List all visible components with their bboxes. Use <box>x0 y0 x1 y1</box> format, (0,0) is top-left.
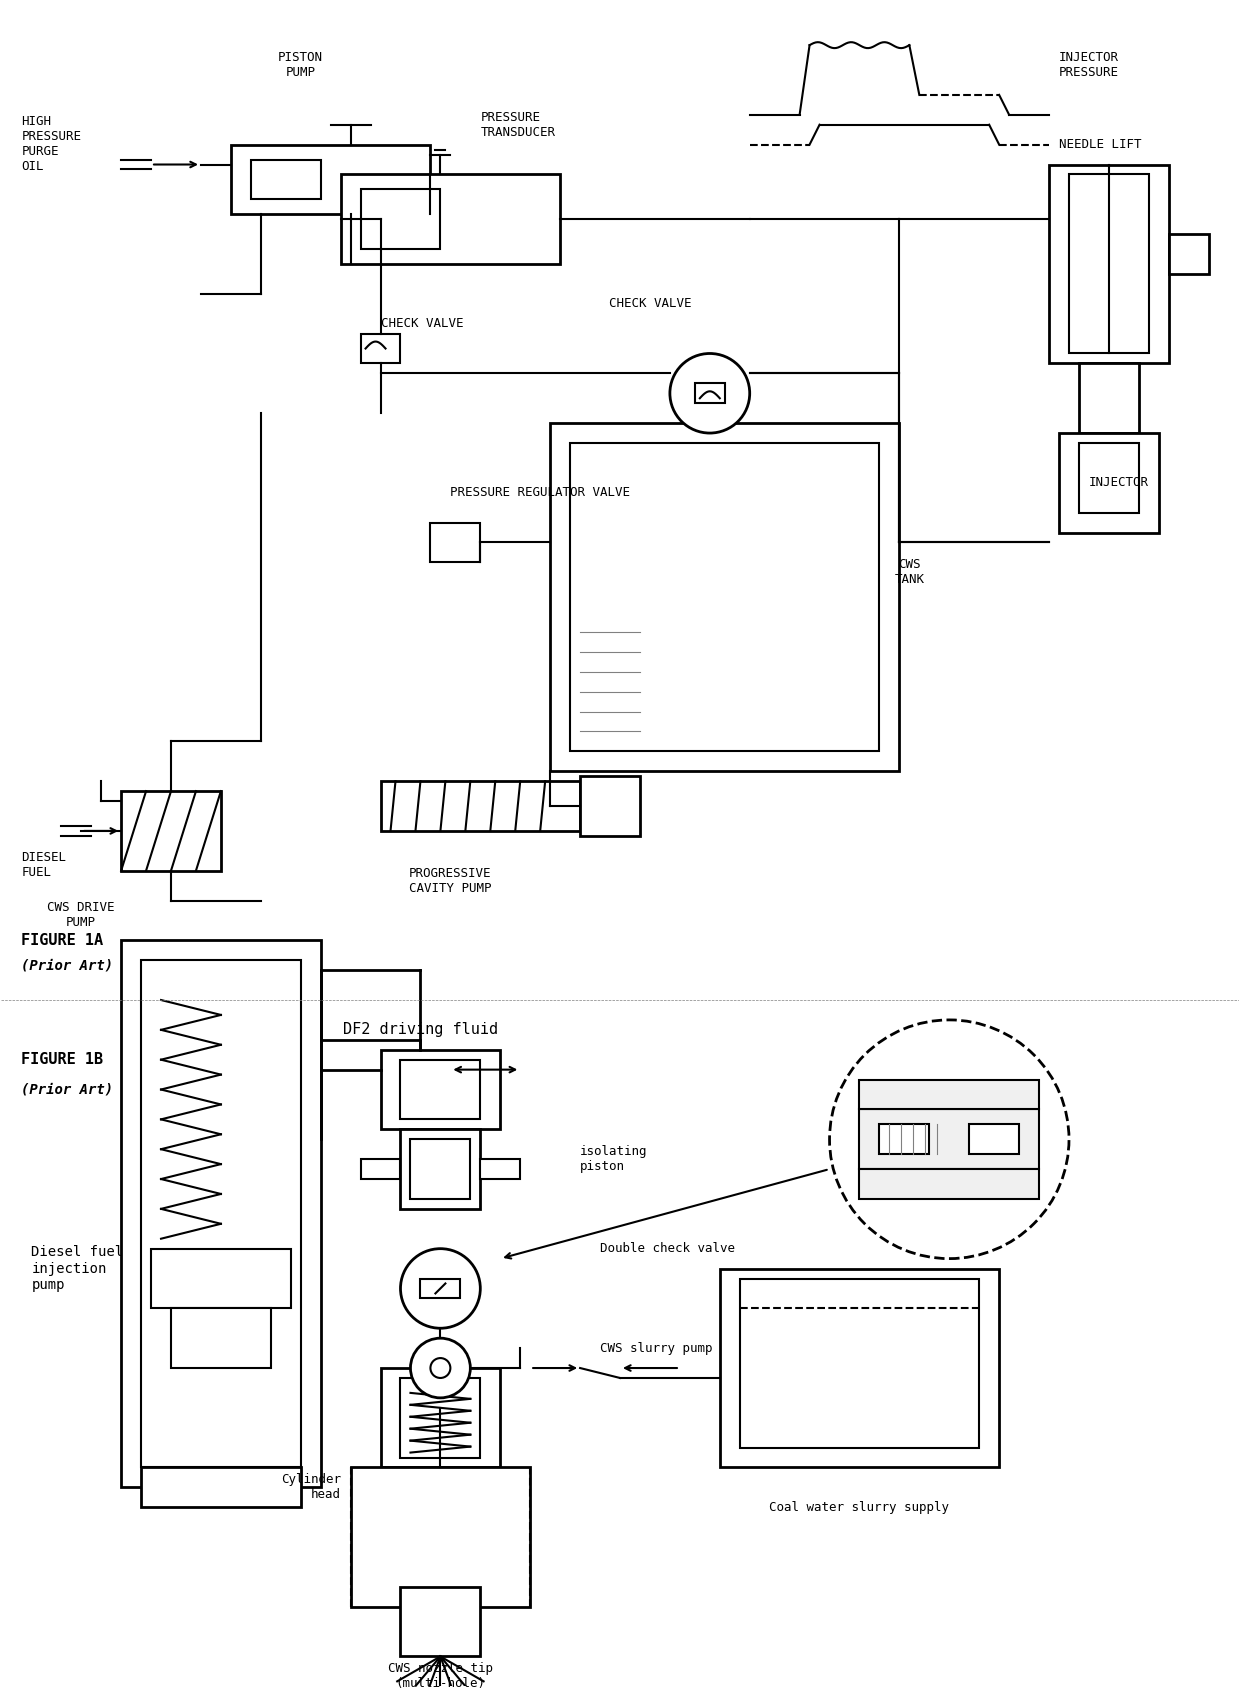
Text: Diesel fuel
injection
pump: Diesel fuel injection pump <box>31 1245 124 1293</box>
Bar <box>570 444 879 752</box>
Bar <box>970 1125 1019 1154</box>
Bar <box>141 1467 301 1508</box>
Bar <box>694 383 724 403</box>
Text: CWS slurry pump: CWS slurry pump <box>600 1342 713 1355</box>
Circle shape <box>670 354 750 434</box>
Text: PRESSURE REGULATOR VALVE: PRESSURE REGULATOR VALVE <box>450 486 630 500</box>
Bar <box>401 1587 480 1657</box>
Text: DF2 driving fluid: DF2 driving fluid <box>343 1023 498 1037</box>
Text: Cylinder
head: Cylinder head <box>280 1474 341 1501</box>
Bar <box>1079 444 1138 513</box>
Text: CHECK VALVE: CHECK VALVE <box>381 317 463 330</box>
Bar <box>430 522 480 562</box>
Bar <box>420 1279 460 1298</box>
Bar <box>401 1377 480 1457</box>
Text: HIGH
PRESSURE
PURGE
OIL: HIGH PRESSURE PURGE OIL <box>21 115 82 173</box>
Bar <box>580 776 640 835</box>
Bar <box>859 1110 1039 1169</box>
Text: isolating
piston: isolating piston <box>580 1145 647 1174</box>
Bar <box>361 1159 401 1179</box>
Bar <box>740 1279 980 1448</box>
Bar <box>361 334 401 364</box>
Bar <box>1049 164 1169 364</box>
Bar <box>551 424 899 771</box>
Text: CWS DRIVE
PUMP: CWS DRIVE PUMP <box>47 901 115 930</box>
Text: CWS nozzle tip
(multi-hole): CWS nozzle tip (multi-hole) <box>388 1662 494 1691</box>
Text: INJECTOR: INJECTOR <box>1089 476 1149 490</box>
Bar <box>401 1060 480 1120</box>
Bar <box>1069 174 1148 354</box>
Text: PISTON
PUMP: PISTON PUMP <box>278 51 324 80</box>
Bar <box>859 1169 1039 1199</box>
Bar <box>151 1248 290 1308</box>
Bar <box>381 1050 500 1130</box>
Text: Coal water slurry supply: Coal water slurry supply <box>770 1501 950 1514</box>
Bar <box>361 190 440 249</box>
Text: CWS
TANK: CWS TANK <box>894 559 924 586</box>
Bar <box>859 1079 1039 1110</box>
Bar <box>410 1140 470 1199</box>
Text: FIGURE 1A: FIGURE 1A <box>21 933 103 949</box>
Circle shape <box>830 1020 1069 1259</box>
Bar <box>401 1130 480 1210</box>
Bar <box>122 940 321 1487</box>
Bar <box>341 174 560 264</box>
Text: PROGRESSIVE
CAVITY PUMP: PROGRESSIVE CAVITY PUMP <box>409 867 491 894</box>
Text: INJECTOR
PRESSURE: INJECTOR PRESSURE <box>1059 51 1118 80</box>
Bar <box>1059 434 1159 532</box>
Text: PRESSURE
TRANSDUCER: PRESSURE TRANSDUCER <box>480 110 556 139</box>
Bar <box>1169 234 1209 274</box>
Circle shape <box>401 1248 480 1328</box>
Text: DIESEL
FUEL: DIESEL FUEL <box>21 850 67 879</box>
Circle shape <box>430 1359 450 1377</box>
Text: CHECK VALVE: CHECK VALVE <box>609 296 691 310</box>
Bar <box>351 1467 531 1606</box>
Text: FIGURE 1B: FIGURE 1B <box>21 1052 103 1067</box>
Bar <box>381 1369 500 1467</box>
Bar <box>250 159 321 200</box>
Circle shape <box>410 1338 470 1398</box>
Bar <box>480 1159 521 1179</box>
Bar <box>141 960 301 1467</box>
Bar <box>122 791 221 871</box>
Text: (Prior Art): (Prior Art) <box>21 1082 114 1096</box>
Bar <box>171 1308 270 1369</box>
Bar <box>879 1125 929 1154</box>
Text: (Prior Art): (Prior Art) <box>21 959 114 972</box>
Bar <box>231 144 430 213</box>
Bar <box>1079 364 1138 434</box>
Text: NEEDLE LIFT: NEEDLE LIFT <box>1059 139 1142 151</box>
Bar <box>719 1269 999 1467</box>
Text: Double check valve: Double check valve <box>600 1242 735 1255</box>
Bar <box>381 781 580 832</box>
